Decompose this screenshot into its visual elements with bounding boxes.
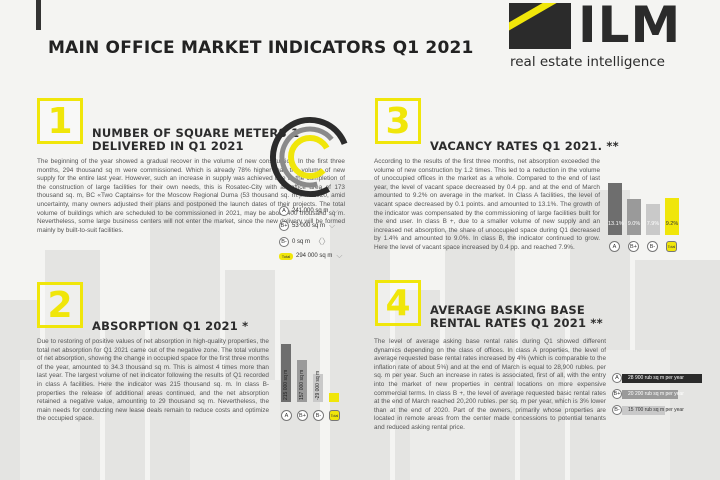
arrow-down-icon: ⌵ xyxy=(336,251,343,260)
legend-row-bplus: B+ 53 000 sq m ⌵ xyxy=(279,221,335,231)
section-1-number: 1 xyxy=(37,98,83,144)
section-2-number: 2 xyxy=(37,282,83,328)
section-4-text: The level of average asking base rental … xyxy=(374,338,606,431)
ilm-logo-text: ILM xyxy=(578,0,682,54)
legend-row-a: A 241 000 sq m ⌵ xyxy=(279,206,338,216)
rental-rate-row: B- 15 700 rub sq m per year xyxy=(612,405,684,415)
section-4-title-line1: AVERAGE ASKING BASE xyxy=(430,303,585,317)
header-accent-bar xyxy=(36,0,41,30)
vacancy-bar: 7.9% xyxy=(646,203,660,235)
rental-rate-bar: 15 700 rub sq m per year xyxy=(622,405,684,415)
vacancy-category-badge: A xyxy=(609,241,620,252)
absorption-category-badge: Total xyxy=(329,410,340,421)
vacancy-category-badge: B+ xyxy=(628,241,639,252)
section-3-text: According to the results of the first th… xyxy=(374,158,600,251)
rental-rate-bar: 20 200 rub sq m per year xyxy=(622,389,684,399)
vacancy-category-badge: B- xyxy=(647,241,658,252)
vacancy-category-badge: Total xyxy=(666,241,677,252)
vacancy-bar-chart: 13.1% A 9.0% B+ 7.9% B- 9.2% Total xyxy=(608,175,688,255)
rental-rates-bar-chart: A 28 900 rub sq m per year B+ 20 200 rub sq… xyxy=(612,373,712,423)
absorption-bar-label: -29 000 sq m xyxy=(315,370,321,400)
absorption-bar-label: 157 000 sq m xyxy=(299,369,305,400)
legend-value: 241 000 sq m xyxy=(292,208,329,214)
vacancy-bar-label: 13.1% xyxy=(608,221,624,227)
vacancy-bar: 13.1% xyxy=(608,183,624,235)
absorption-bar-chart: 215 000 sq m A 157 000 sq m B+ -29 000 sq m B… xyxy=(278,340,348,425)
legend-value: 53 000 sq m xyxy=(292,223,326,229)
logo-tagline: real estate intelligence xyxy=(510,54,665,70)
section-2-text: Due to restoring of positive values of n… xyxy=(37,338,269,423)
page-title: MAIN OFFICE MARKET INDICATORS Q1 2021 xyxy=(48,38,474,58)
legend-value: 0 sq m xyxy=(292,239,311,245)
vacancy-bar: 9.0% xyxy=(627,199,641,235)
section-3-number: 3 xyxy=(375,98,421,144)
absorption-bar xyxy=(313,374,323,402)
rental-rate-row: A 28 900 rub sq m per year xyxy=(612,373,702,383)
vacancy-bar: 9.2% xyxy=(665,198,679,235)
total-badge: Total xyxy=(279,252,293,260)
arrow-down-icon: ⌵ xyxy=(329,221,336,230)
section-1-title: NUMBER OF SQUARE METERS 1 DELIVERED IN Q… xyxy=(92,127,299,153)
absorption-category-badge: A xyxy=(281,410,292,421)
section-1-text: The beginning of the year showed a gradu… xyxy=(37,158,345,234)
vacancy-bar-label: 9.0% xyxy=(627,220,641,227)
class-badge: B- xyxy=(612,405,622,415)
absorption-bar xyxy=(281,344,291,402)
class-badge: A xyxy=(612,373,622,383)
legend-value: 294 000 sq m xyxy=(296,253,333,259)
legend-row-total: Total 294 000 sq m ⌵ xyxy=(279,252,342,260)
section-1-title-line1: NUMBER OF SQUARE METERS 1 xyxy=(92,126,300,140)
rental-rate-bar: 28 900 rub sq m per year xyxy=(622,373,702,383)
arrows-horizontal-icon: 〈〉 xyxy=(314,237,331,246)
class-badge: B+ xyxy=(612,389,622,399)
absorption-bar xyxy=(329,392,339,402)
absorption-bar-label: 215 000 sq m xyxy=(283,369,289,400)
class-bplus-badge: B+ xyxy=(279,221,289,231)
vacancy-bar-label: 7.9% xyxy=(646,220,660,227)
section-4-title: AVERAGE ASKING BASE RENTAL RATES Q1 2021… xyxy=(430,304,603,330)
absorption-bar xyxy=(297,359,307,402)
arrow-down-icon: ⌵ xyxy=(332,206,339,215)
class-bminus-badge: B- xyxy=(279,237,289,247)
class-a-badge: A xyxy=(279,206,289,216)
section-1-title-line2: DELIVERED IN Q1 2021 xyxy=(92,139,244,153)
legend-row-bminus: B- 0 sq m 〈〉 xyxy=(279,237,330,247)
ilm-logo-mark xyxy=(509,3,571,49)
absorption-category-badge: B+ xyxy=(297,410,308,421)
section-1-donut-chart xyxy=(270,117,350,197)
section-2-title: ABSORPTION Q1 2021 * xyxy=(92,319,249,333)
section-3-title: VACANCY RATES Q1 2021. ** xyxy=(430,139,619,153)
absorption-category-badge: B- xyxy=(313,410,324,421)
section-4-number: 4 xyxy=(375,280,421,326)
section-4-title-line2: RENTAL RATES Q1 2021 ** xyxy=(430,316,603,330)
rental-rate-row: B+ 20 200 rub sq m per year xyxy=(612,389,684,399)
vacancy-bar-label: 9.2% xyxy=(665,220,679,227)
